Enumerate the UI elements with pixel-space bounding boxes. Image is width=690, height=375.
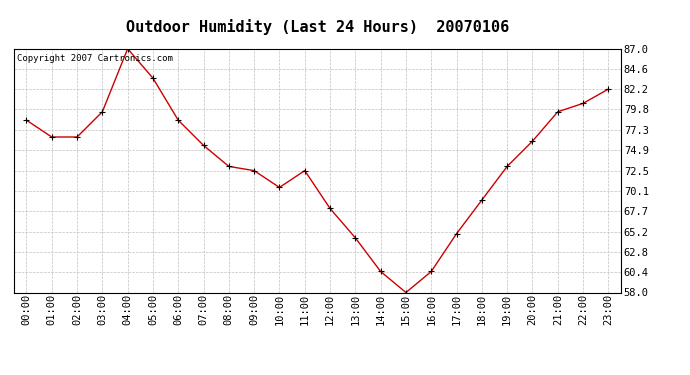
Text: Copyright 2007 Cartronics.com: Copyright 2007 Cartronics.com — [17, 54, 172, 63]
Text: Outdoor Humidity (Last 24 Hours)  20070106: Outdoor Humidity (Last 24 Hours) 2007010… — [126, 19, 509, 35]
